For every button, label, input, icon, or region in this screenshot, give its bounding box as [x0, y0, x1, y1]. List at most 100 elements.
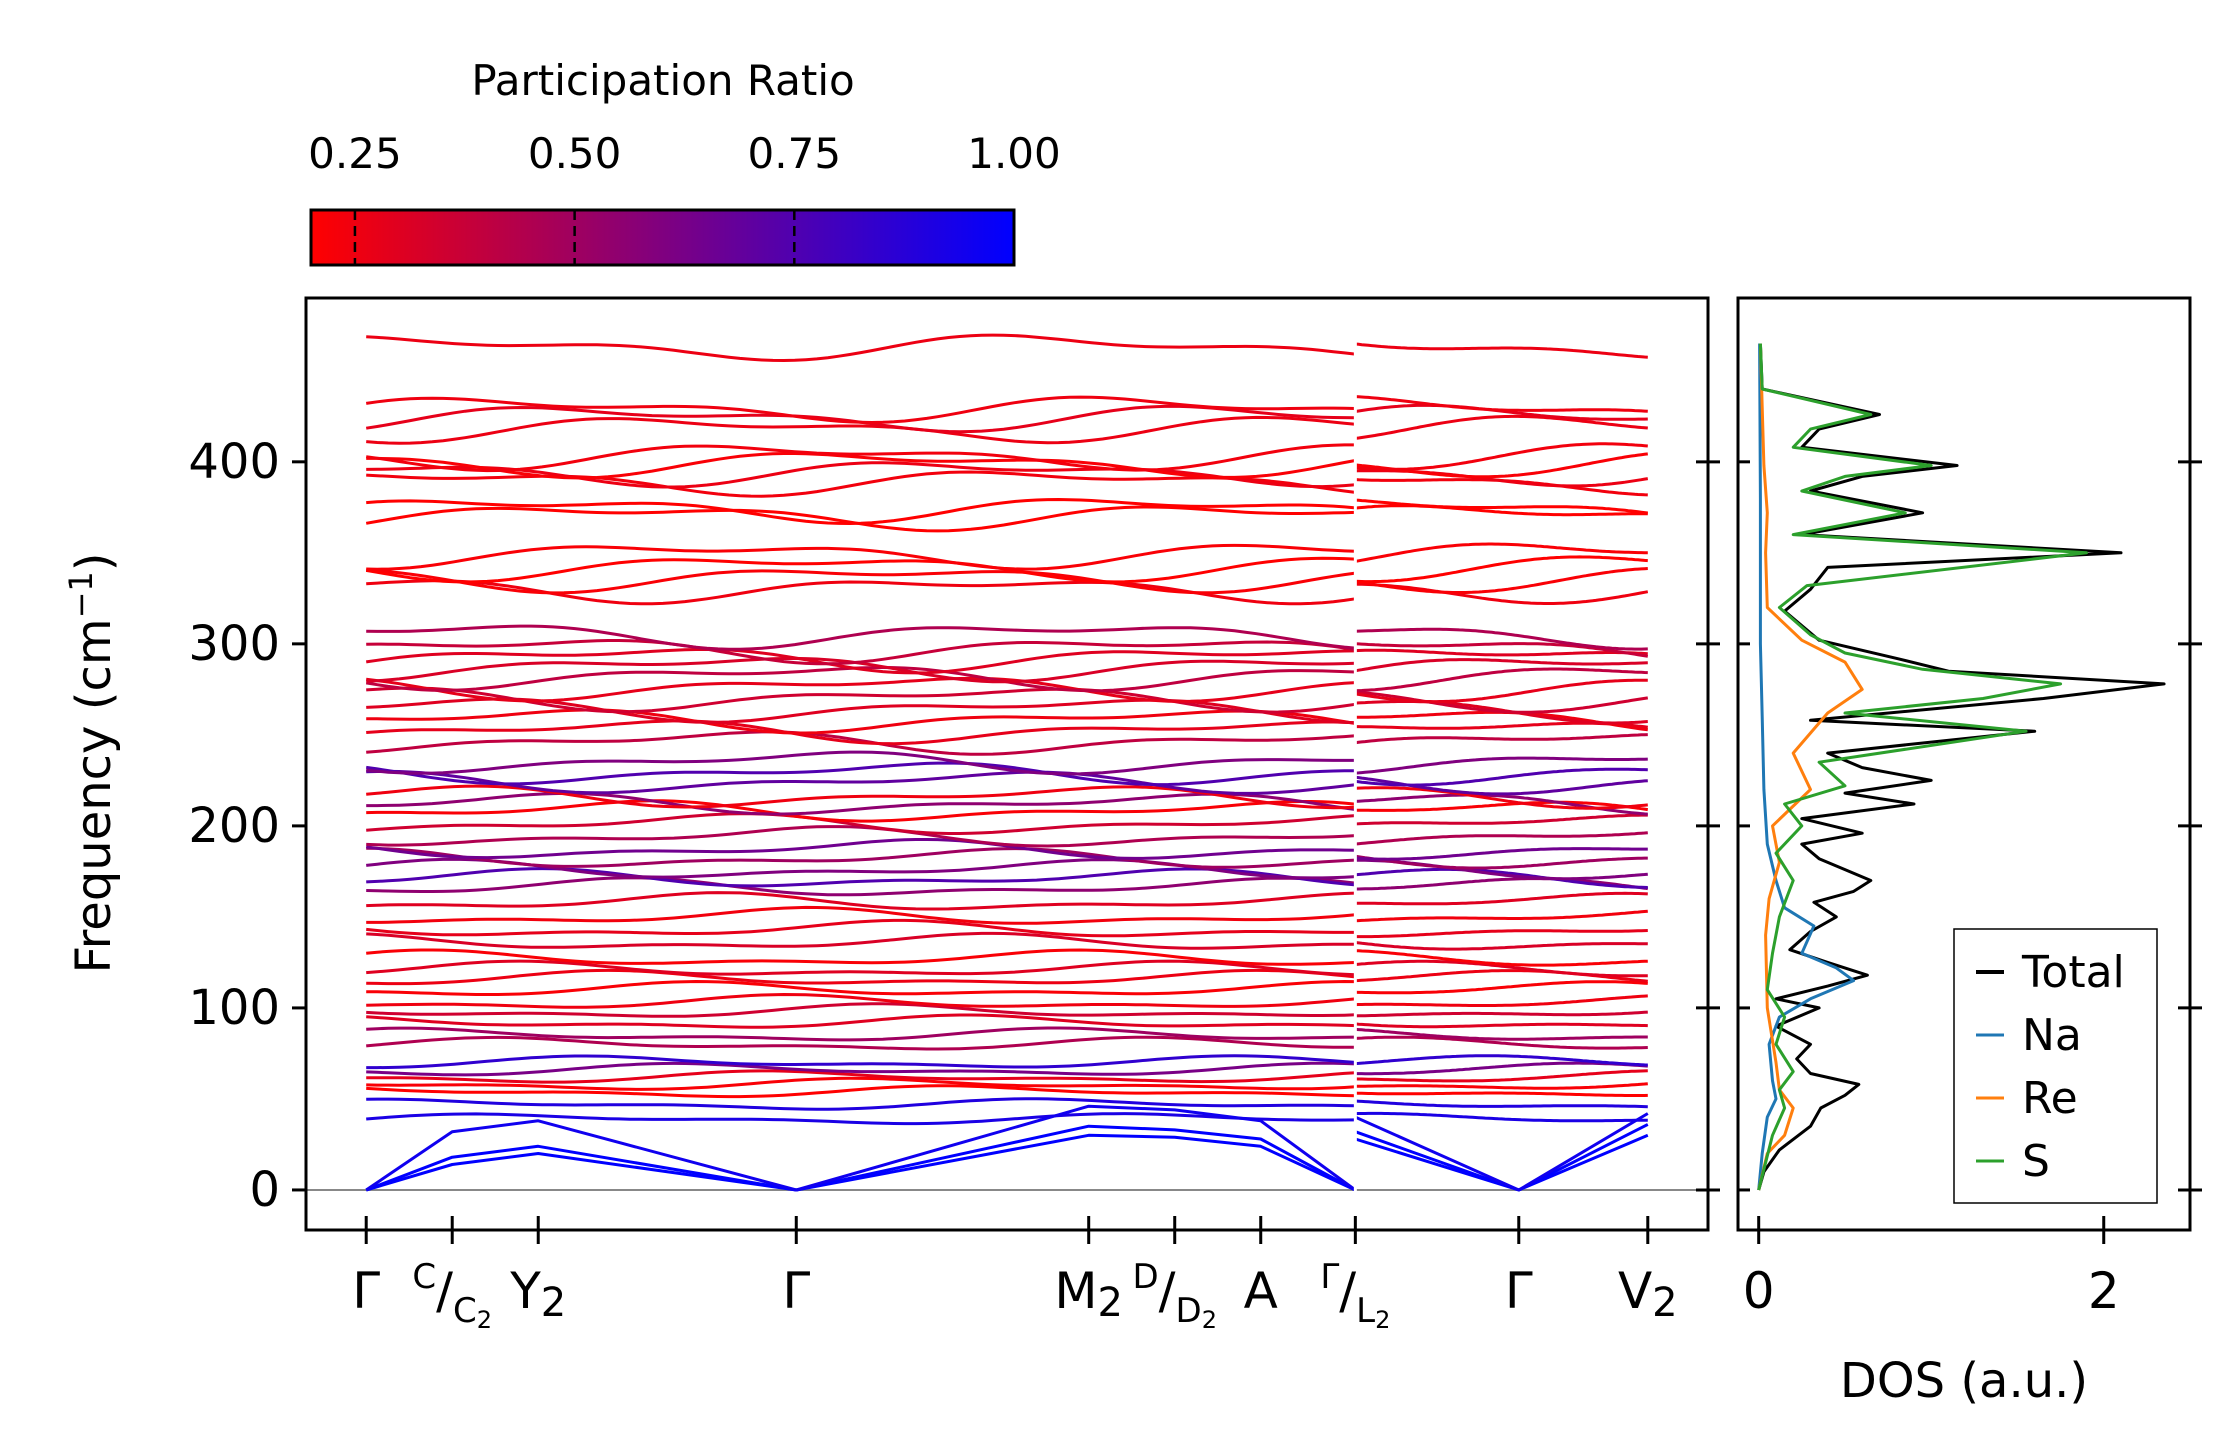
y-tick-label: 0	[249, 1162, 280, 1218]
optical-branch	[366, 867, 1356, 888]
optical-branch	[366, 568, 1356, 595]
dos-x-tick-label: 2	[2088, 1262, 2120, 1320]
optical-branch	[366, 676, 1356, 703]
optical-branch	[366, 1069, 1356, 1084]
optical-branch	[366, 624, 1356, 651]
band-lines	[306, 300, 1708, 1228]
optical-branch	[366, 708, 1356, 735]
optical-branch	[366, 905, 1356, 925]
optical-branch	[1355, 909, 1648, 923]
optical-branch	[1355, 1010, 1648, 1018]
colorbar-title: Participation Ratio	[471, 56, 854, 105]
optical-branch	[1355, 567, 1648, 594]
optical-branch	[365, 505, 1356, 533]
optical-branch	[1355, 1054, 1648, 1067]
optical-branch	[1355, 414, 1648, 440]
optical-branch	[1355, 813, 1648, 826]
optical-branch	[1355, 854, 1648, 870]
optical-branch	[365, 838, 1356, 860]
legend-label: Na	[2022, 1010, 2082, 1061]
optical-branch	[1355, 642, 1649, 658]
frequency-axis-label: Frequency (cm−1)	[62, 552, 122, 973]
optical-branch	[1355, 395, 1648, 413]
kpoint-fraction-label: D/D2	[1132, 1257, 1217, 1334]
optical-branch	[1355, 831, 1648, 846]
optical-branch	[366, 543, 1356, 571]
kpoint-label: Γ	[782, 1262, 810, 1320]
optical-branch	[1355, 877, 1649, 891]
optical-branch	[1355, 469, 1649, 488]
optical-branch	[1355, 980, 1648, 995]
optical-branch	[365, 443, 1356, 473]
optical-branch	[366, 968, 1356, 986]
kpoint-label: A	[1244, 1262, 1278, 1320]
optical-branch	[366, 959, 1356, 977]
kpoint-fraction-label: C/C2	[412, 1257, 492, 1334]
optical-branch	[366, 948, 1356, 966]
optical-branch	[366, 979, 1356, 996]
optical-branch	[1355, 627, 1648, 651]
optical-branch	[366, 497, 1356, 526]
colorbar-tick-label: 1.00	[967, 129, 1061, 178]
kpoint-label: Γ	[352, 1262, 380, 1320]
optical-branch	[1355, 733, 1648, 745]
optical-branch	[1355, 542, 1648, 563]
optical-branch	[1355, 1027, 1648, 1041]
optical-branch	[1355, 678, 1648, 704]
optical-branch	[366, 1061, 1356, 1077]
optical-branch	[366, 461, 1356, 489]
optical-branch	[1355, 1035, 1648, 1050]
optical-branch	[1355, 658, 1648, 673]
optical-branch	[1355, 667, 1648, 693]
optical-branch	[366, 719, 1356, 746]
dos-axis-label: DOS (a.u.)	[1840, 1353, 2088, 1409]
optical-branch	[366, 415, 1356, 445]
optical-branch	[1355, 1111, 1648, 1123]
optical-branch	[366, 769, 1356, 795]
band-structure-panel: 0 100 200 300 400 Γ Y2 Γ M2 A Γ V2 C/C2 D/D2 Γ/L2 Fre…	[62, 296, 1720, 1334]
dos-plot-frame	[1736, 296, 2192, 1232]
optical-branch	[1355, 891, 1648, 906]
legend-label: S	[2022, 1136, 2050, 1187]
colorbar-ticks: 0.25 0.50 0.75 1.00	[308, 129, 1061, 265]
dos-legend: Total Na Re S	[1953, 928, 2158, 1204]
optical-branch	[366, 1054, 1356, 1070]
optical-branch	[1355, 442, 1648, 471]
optical-branch	[1355, 690, 1649, 714]
optical-branch	[1355, 994, 1648, 1007]
y-tick-label: 200	[188, 798, 280, 854]
optical-branch	[366, 1035, 1356, 1051]
dos-series-re	[1757, 343, 1864, 1191]
optical-branch	[1355, 648, 1648, 657]
kpath-axis: Γ Y2 Γ M2 A Γ V2 C/C2 D/D2 Γ/L2	[352, 1216, 1678, 1334]
legend-label: Total	[2021, 947, 2125, 998]
colorbar-tick-label: 0.25	[308, 129, 402, 178]
dos-series-na	[1757, 343, 1856, 1191]
optical-branch	[1355, 1099, 1648, 1109]
acoustic-branch	[365, 1124, 1357, 1192]
dos-series-total	[1757, 343, 2166, 1191]
colorbar-tick-label: 0.50	[528, 129, 622, 178]
colorbar-tick-label: 0.75	[748, 129, 842, 178]
legend-label: Re	[2022, 1073, 2078, 1124]
y-tick-label: 100	[188, 980, 280, 1036]
colorbar: Participation Ratio 0.25 0.50 0.75 1.00	[308, 56, 1061, 267]
dos-series-s	[1757, 343, 2088, 1191]
band-plot-frame	[304, 296, 1710, 1232]
optical-branch	[365, 761, 1356, 787]
optical-branch	[366, 918, 1356, 938]
optical-branch	[1355, 1091, 1648, 1097]
optical-branch	[366, 1002, 1356, 1018]
optical-branch	[365, 395, 1356, 425]
colorbar-gradient	[309, 208, 1016, 267]
kpoint-label: Γ	[1505, 1262, 1533, 1320]
optical-branch	[1355, 1022, 1648, 1029]
optical-branch	[366, 812, 1356, 835]
optical-branch	[366, 891, 1356, 911]
optical-branch	[1355, 756, 1648, 775]
optical-branch	[366, 1084, 1356, 1099]
kpoint-fraction-label: Γ/L2	[1320, 1257, 1390, 1334]
optical-branch	[366, 333, 1356, 363]
optical-branch	[1355, 1069, 1648, 1083]
